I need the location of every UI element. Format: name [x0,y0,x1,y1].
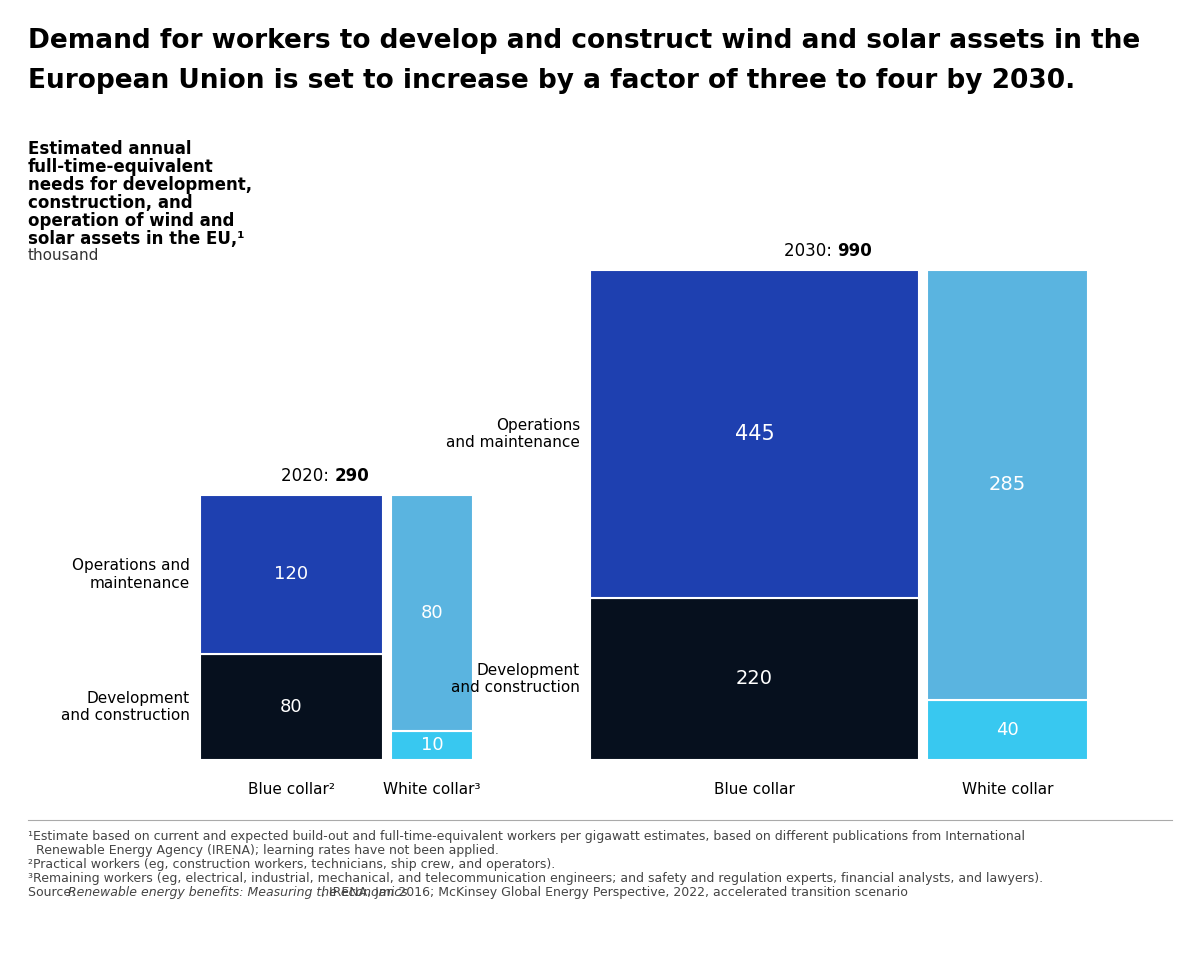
Text: Development
and construction: Development and construction [451,663,580,695]
Text: 80: 80 [421,604,443,621]
Text: needs for development,: needs for development, [28,176,252,194]
Text: solar assets in the EU,¹: solar assets in the EU,¹ [28,230,245,248]
Text: Blue collar: Blue collar [714,782,796,797]
Text: White collar³: White collar³ [383,782,481,797]
Text: thousand: thousand [28,248,100,263]
Text: 445: 445 [734,424,774,444]
Text: Source:: Source: [28,886,79,899]
Text: 80: 80 [280,698,302,716]
Text: full-time-equivalent: full-time-equivalent [28,158,214,176]
Text: 2020:: 2020: [281,467,335,484]
Text: 290: 290 [335,467,370,484]
Text: 285: 285 [989,476,1026,494]
Text: ¹Estimate based on current and expected build-out and full-time-equivalent worke: ¹Estimate based on current and expected … [28,830,1025,843]
Text: operation of wind and: operation of wind and [28,212,234,230]
Text: ³Remaining workers (eg, electrical, industrial, mechanical, and telecommunicatio: ³Remaining workers (eg, electrical, indu… [28,872,1043,885]
Text: 990: 990 [838,242,871,260]
Text: White collar: White collar [962,782,1054,797]
Bar [928,270,1088,700]
Text: Blue collar²: Blue collar² [248,782,335,797]
Text: 2030:: 2030: [784,242,838,260]
Text: , IRENA, Jan 2016; McKinsey Global Energy Perspective, 2022, accelerated transit: , IRENA, Jan 2016; McKinsey Global Energ… [320,886,907,899]
Text: Renewable energy benefits: Measuring the economics: Renewable energy benefits: Measuring the… [68,886,408,899]
Bar [391,731,473,760]
Bar [200,495,383,654]
Bar [391,495,473,731]
Bar [590,598,919,760]
Text: 10: 10 [421,736,443,755]
Text: ²Practical workers (eg, construction workers, technicians, ship crew, and operat: ²Practical workers (eg, construction wor… [28,858,556,871]
Text: Estimated annual: Estimated annual [28,140,192,158]
Bar [928,700,1088,760]
Text: 120: 120 [275,565,308,584]
Text: 220: 220 [736,670,773,688]
Text: Demand for workers to develop and construct wind and solar assets in the: Demand for workers to develop and constr… [28,28,1140,54]
Text: Renewable Energy Agency (IRENA); learning rates have not been applied.: Renewable Energy Agency (IRENA); learnin… [28,844,499,857]
Bar [590,270,919,598]
Text: European Union is set to increase by a factor of three to four by 2030.: European Union is set to increase by a f… [28,68,1075,94]
Text: construction, and: construction, and [28,194,193,212]
Bar [200,654,383,760]
Text: Operations and
maintenance: Operations and maintenance [72,558,190,591]
Text: Development
and construction: Development and construction [61,691,190,723]
Text: Operations
and maintenance: Operations and maintenance [446,418,580,450]
Text: 40: 40 [996,721,1019,739]
